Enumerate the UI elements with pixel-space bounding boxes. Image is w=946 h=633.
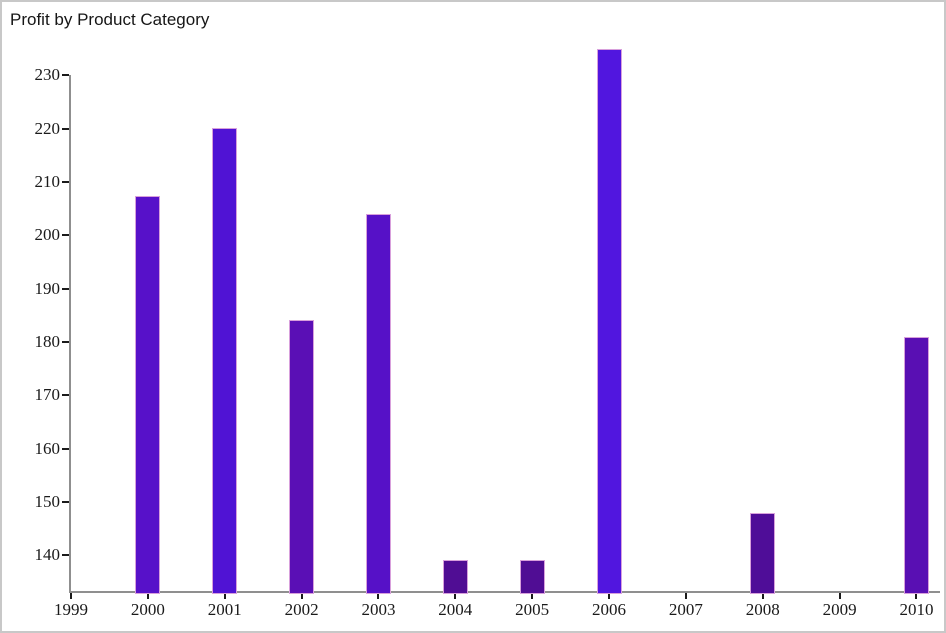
y-tick-mark [62, 554, 69, 557]
x-tick-mark [838, 593, 841, 599]
x-tick-label: 2001 [207, 600, 242, 619]
y-tick-label: 190 [34, 278, 61, 298]
y-tick-label: 180 [34, 331, 61, 351]
y-tick-mark [62, 394, 69, 397]
bar-2000 [135, 196, 160, 594]
bar-2004 [443, 560, 468, 594]
y-tick-mark [62, 127, 69, 130]
y-tick-label: 140 [34, 545, 61, 565]
y-tick-label: 150 [34, 491, 61, 511]
y-tick-label: 160 [34, 438, 61, 458]
y-axis-line [69, 75, 71, 592]
x-tick-label: 2005 [515, 600, 550, 619]
x-tick-mark [377, 593, 380, 599]
x-tick-mark [223, 593, 226, 599]
y-tick-mark [62, 447, 69, 450]
x-tick-label: 2003 [361, 600, 396, 619]
x-tick-mark [70, 593, 72, 599]
y-tick-mark [62, 287, 69, 290]
chart-title: Profit by Product Category [10, 10, 210, 29]
bar-2010 [904, 337, 929, 594]
x-tick-label: 2008 [745, 600, 780, 619]
x-tick-mark [684, 593, 687, 599]
bar-2006 [597, 49, 622, 594]
y-tick-label: 200 [34, 225, 61, 245]
bar-2003 [366, 214, 391, 594]
x-tick-label: 2002 [284, 600, 319, 619]
bar-2002 [289, 319, 314, 594]
y-tick-label: 230 [34, 65, 61, 85]
bar-2005 [520, 560, 545, 594]
x-tick-mark [761, 593, 764, 599]
bar-2008 [750, 513, 775, 594]
y-tick-mark [62, 500, 69, 503]
x-tick-mark [608, 593, 611, 599]
y-tick-label: 210 [34, 171, 61, 191]
x-tick-mark [300, 593, 303, 599]
y-tick-mark [62, 234, 69, 237]
y-tick-mark [62, 340, 69, 343]
x-tick-mark [915, 593, 918, 599]
x-tick-label: 2007 [668, 600, 703, 619]
x-tick-label: 2000 [130, 600, 165, 619]
y-tick-label: 220 [34, 118, 61, 138]
x-tick-mark [146, 593, 149, 599]
x-tick-label: 2010 [899, 600, 934, 619]
x-tick-label: 1999 [54, 600, 88, 619]
x-tick-label: 2006 [592, 600, 627, 619]
x-tick-mark [454, 593, 457, 599]
y-tick-mark [62, 180, 69, 183]
y-tick-mark [62, 74, 69, 77]
x-tick-label: 2009 [822, 600, 857, 619]
x-tick-mark [531, 593, 534, 599]
x-axis-line [69, 591, 940, 593]
bar-2001 [212, 127, 237, 594]
y-tick-label: 170 [34, 385, 61, 405]
x-tick-label: 2004 [438, 600, 473, 619]
